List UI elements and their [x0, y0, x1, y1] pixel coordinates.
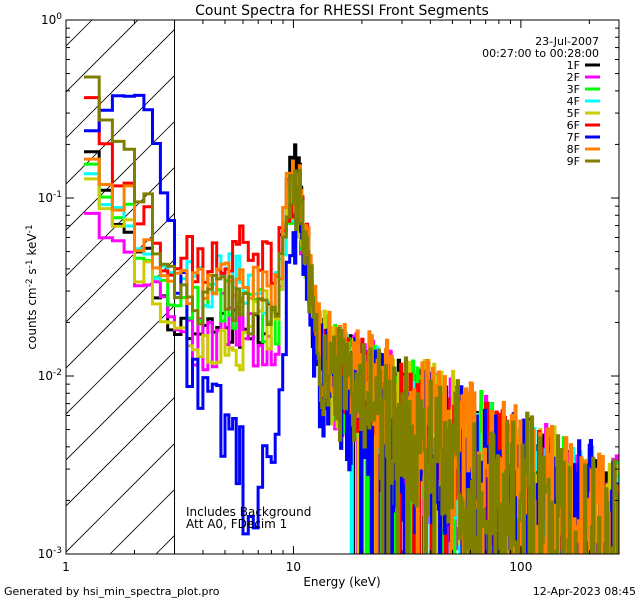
hatch-line: [66, 442, 175, 553]
legend-label: 1F: [567, 59, 580, 72]
legend-label: 6F: [567, 119, 580, 132]
legend-label: 9F: [567, 155, 580, 168]
footer-timestamp: 12-Apr-2023 08:45: [533, 585, 636, 598]
legend-label: 5F: [567, 107, 580, 120]
x-axis: 1 10 100: [62, 20, 590, 574]
y-axis-label: counts cm-2 s-1 keV-1: [25, 224, 39, 349]
date-label: 23-Jul-2007: [535, 35, 599, 48]
hatch-line: [66, 28, 175, 139]
legend-label: 4F: [567, 95, 580, 108]
x-tick-label: 100: [509, 560, 532, 574]
legend-label: 3F: [567, 83, 580, 96]
annotation-background: Includes Background: [186, 505, 311, 519]
legend-label: 2F: [567, 71, 580, 84]
hatch-line: [66, 396, 175, 507]
y-tick-label: 100: [41, 12, 62, 27]
hatch-line: [66, 258, 175, 369]
footer-generated-by: Generated by hsi_min_spectra_plot.pro: [4, 585, 220, 598]
x-tick-label: 10: [286, 560, 301, 574]
hatch-line: [66, 74, 175, 185]
chart-title: Count Spectra for RHESSI Front Segments: [195, 3, 489, 19]
series-layer: [84, 75, 619, 554]
y-tick-label: 10-2: [38, 368, 62, 383]
series-line-9F: [84, 75, 619, 554]
shaded-region: [66, 20, 175, 554]
plot-frame: [65, 19, 620, 555]
y-tick-label: 10-3: [38, 546, 62, 561]
hatch-line: [66, 212, 175, 323]
y-axis: 100 10-1 10-2 10-3: [38, 12, 619, 561]
annotation-attenuator: Att A0, FDecim 1: [186, 517, 287, 531]
x-axis-label: Energy (keV): [303, 575, 380, 589]
legend-label: 7F: [567, 131, 580, 144]
time-range-label: 00:27:00 to 00:28:00: [482, 47, 599, 60]
y-tick-label: 10-1: [38, 190, 62, 205]
legend-label: 8F: [567, 143, 580, 156]
x-tick-label: 1: [62, 560, 70, 574]
